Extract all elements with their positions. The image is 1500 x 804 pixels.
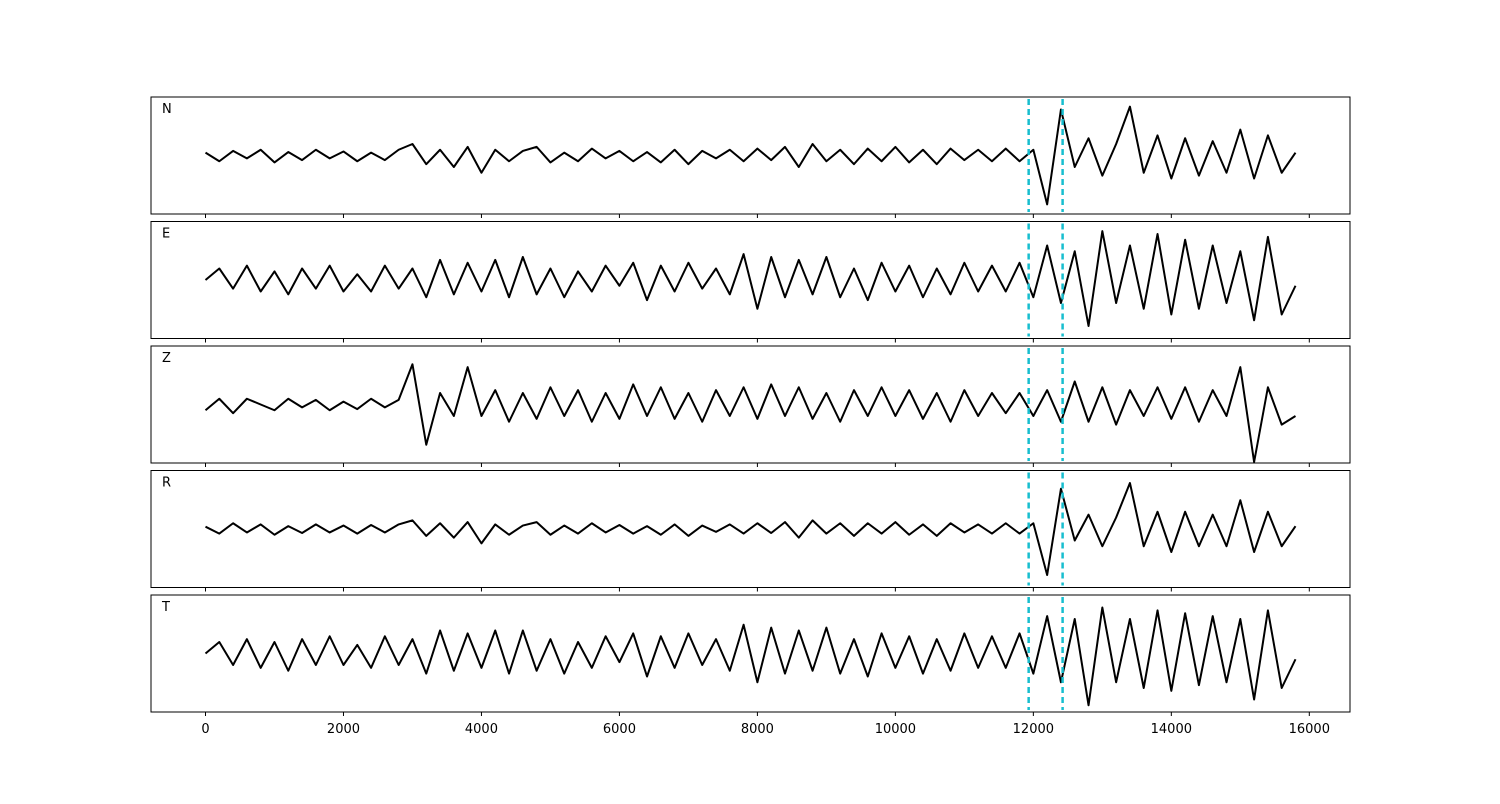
- trace: [204, 606, 1297, 707]
- x-tick-label: 2000: [327, 722, 360, 737]
- panel-label: E: [162, 227, 170, 242]
- x-tick-label: 4000: [465, 722, 498, 737]
- panel-frame: [150, 96, 1351, 215]
- x-tick-label: 6000: [603, 722, 636, 737]
- trace: [204, 230, 1297, 327]
- panel-frame: [150, 221, 1351, 339]
- x-tick-label: 12000: [1013, 722, 1054, 737]
- panel-frame: [150, 345, 1351, 464]
- panel-label: R: [162, 476, 171, 491]
- panel-label: Z: [162, 351, 171, 366]
- x-tick-label: 16000: [1289, 722, 1330, 737]
- x-tick-label: 10000: [875, 722, 916, 737]
- x-tick-label: 14000: [1151, 722, 1192, 737]
- x-tick-label: 8000: [741, 722, 774, 737]
- panel-frame: [150, 594, 1351, 713]
- panel-label: T: [161, 600, 170, 615]
- trace: [205, 482, 1297, 576]
- trace: [204, 105, 1297, 206]
- trace: [204, 363, 1297, 463]
- x-tick-label: 0: [201, 722, 209, 737]
- panel-label: N: [162, 102, 172, 117]
- panel-frame: [150, 470, 1351, 588]
